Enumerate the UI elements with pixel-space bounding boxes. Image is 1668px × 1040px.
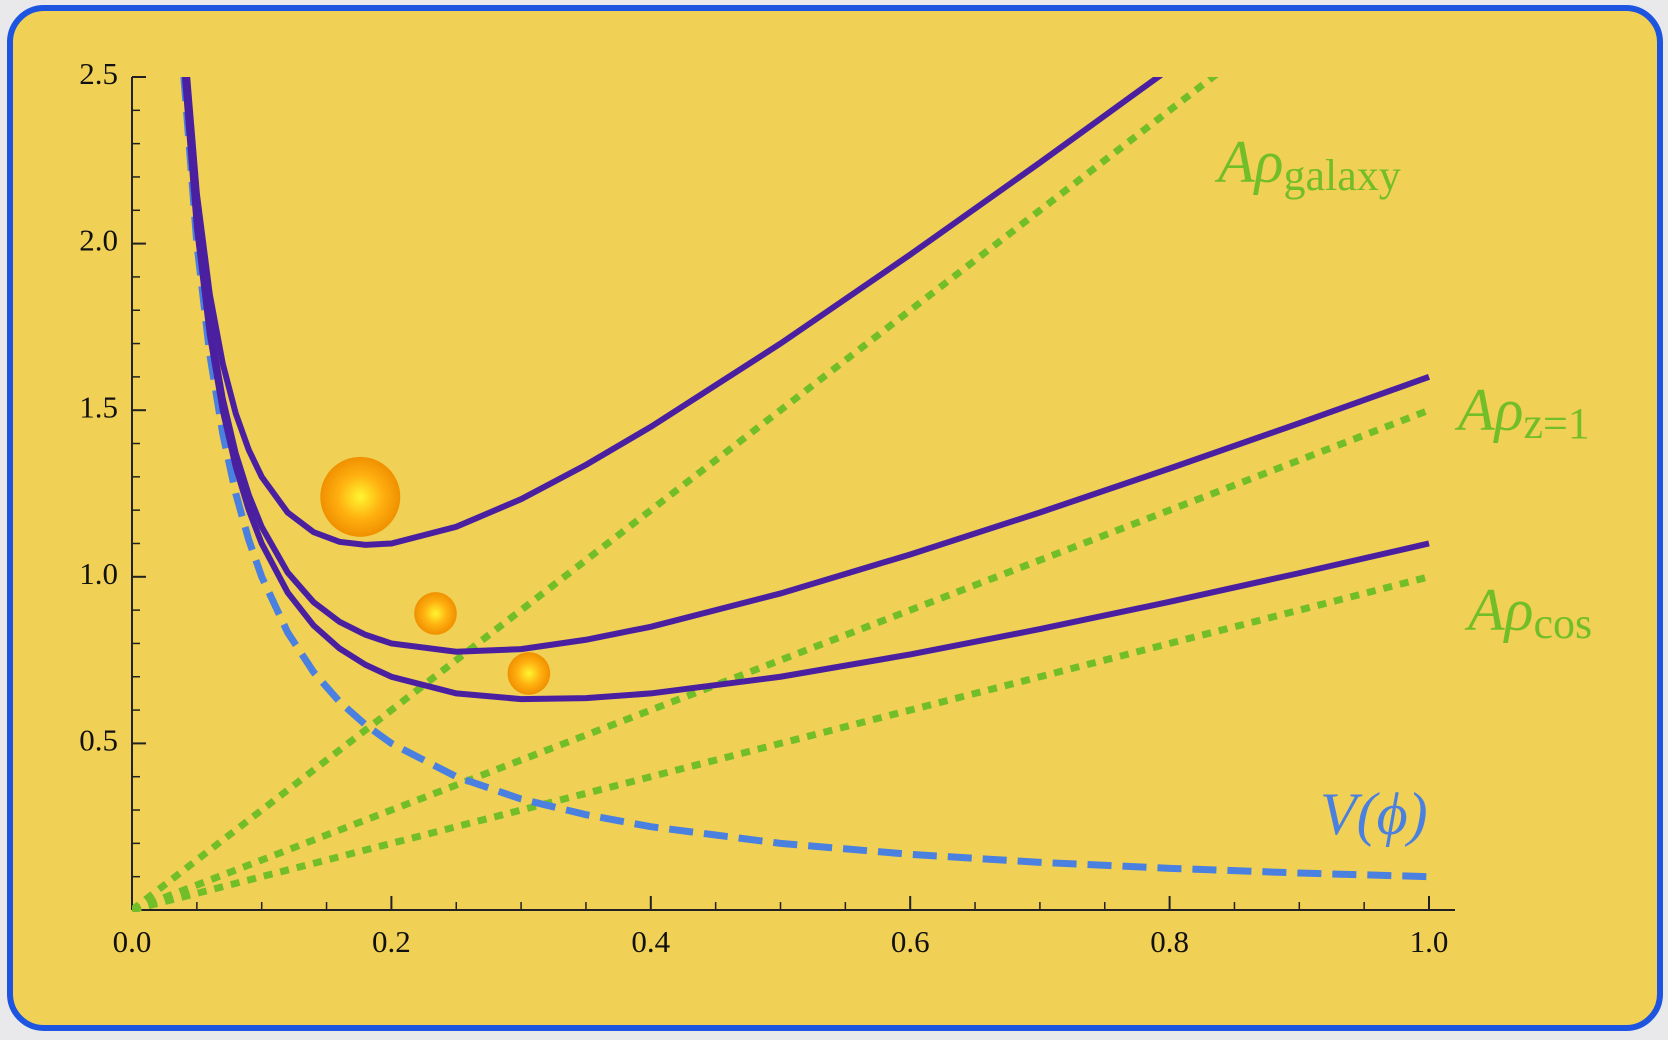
marker bbox=[320, 457, 400, 537]
page: 0.00.20.40.60.81.00.51.01.52.02.5Aρgalax… bbox=[0, 0, 1668, 1040]
y-tick-label: 1.0 bbox=[79, 556, 118, 591]
x-tick-label: 0.2 bbox=[372, 924, 411, 959]
series-label-subscript: z=1 bbox=[1523, 399, 1589, 448]
marker bbox=[414, 592, 457, 635]
chart: 0.00.20.40.60.81.00.51.01.52.02.5Aρgalax… bbox=[0, 0, 1668, 1035]
x-tick-label: 0.8 bbox=[1150, 924, 1189, 959]
series-label: V(ϕ) bbox=[1320, 781, 1428, 847]
x-tick-label: 1.0 bbox=[1410, 924, 1449, 959]
y-tick-label: 1.5 bbox=[79, 389, 118, 424]
series-label-subscript: galaxy bbox=[1283, 151, 1400, 200]
x-tick-label: 0.6 bbox=[891, 924, 930, 959]
series-label-name: V(ϕ) bbox=[1320, 781, 1428, 847]
y-tick-label: 2.0 bbox=[79, 223, 118, 258]
series-label-name: Aρ bbox=[1454, 377, 1523, 443]
y-tick-label: 2.5 bbox=[79, 56, 118, 91]
x-tick-label: 0.0 bbox=[113, 924, 152, 959]
y-tick-label: 0.5 bbox=[79, 723, 118, 758]
series-label-name: Aρ bbox=[1464, 577, 1533, 643]
series-label-name: Aρ bbox=[1214, 129, 1283, 195]
series-label-subscript: cos bbox=[1533, 599, 1592, 648]
x-tick-label: 0.4 bbox=[631, 924, 670, 959]
marker bbox=[508, 652, 551, 695]
